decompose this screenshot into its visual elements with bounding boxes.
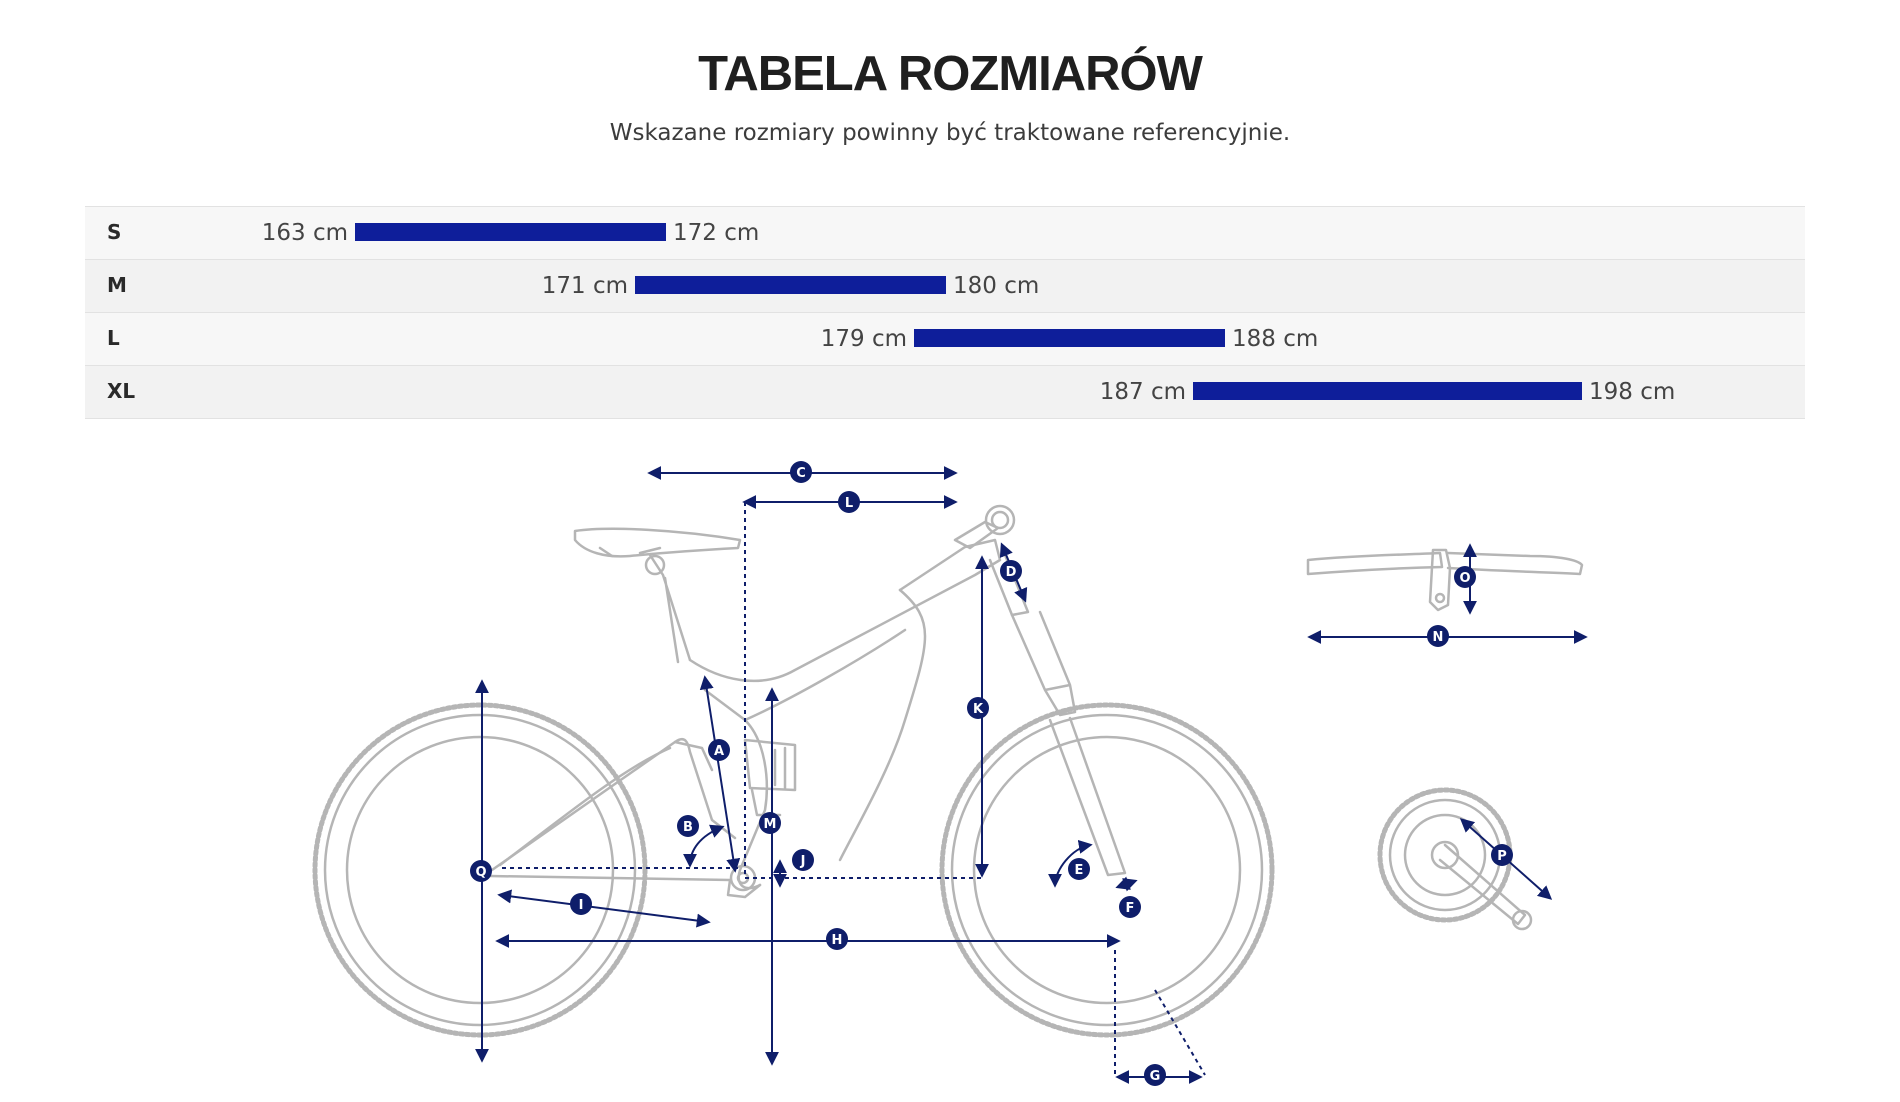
top-tube	[688, 538, 1002, 683]
svg-text:J: J	[800, 854, 806, 869]
label-G: G	[1144, 1064, 1166, 1086]
height-range-bar	[355, 223, 666, 241]
label-P: P	[1491, 844, 1513, 866]
svg-text:C: C	[796, 466, 806, 481]
height-min: 179 cm	[820, 326, 907, 352]
height-min: 163 cm	[261, 220, 348, 246]
height-range-bar	[1193, 382, 1582, 400]
label-J: J	[792, 849, 814, 871]
height-max: 180 cm	[953, 273, 1040, 299]
height-range-bar	[635, 276, 946, 294]
page-subtitle: Wskazane rozmiary powinny być traktowane…	[609, 120, 1291, 146]
height-min: 171 cm	[541, 273, 628, 299]
label-I: I	[570, 893, 592, 915]
label-D: D	[1000, 560, 1022, 582]
rear-shock	[743, 738, 797, 792]
label-O: O	[1454, 566, 1476, 588]
svg-text:B: B	[683, 820, 693, 835]
label-N: N	[1427, 625, 1449, 647]
page-title: TABELA ROZMIARÓW	[698, 47, 1203, 101]
svg-text:A: A	[714, 744, 724, 759]
label-K: K	[967, 697, 989, 719]
fork	[1010, 610, 1127, 877]
saddle	[573, 527, 742, 558]
size-row-xl: XL 187 cm 198 cm	[85, 366, 1805, 419]
svg-text:I: I	[579, 898, 584, 913]
svg-text:G: G	[1150, 1069, 1161, 1084]
svg-text:H: H	[832, 933, 843, 948]
svg-text:F: F	[1126, 901, 1135, 916]
front-tire-inner	[950, 713, 1264, 1027]
svg-text:D: D	[1006, 565, 1017, 580]
label-B: B	[677, 815, 699, 837]
height-range: 171 cm 180 cm	[542, 272, 1040, 300]
svg-text:M: M	[764, 817, 777, 832]
dimension-lines	[475, 466, 1588, 1084]
stem	[953, 520, 1000, 550]
chainstay	[488, 874, 732, 882]
svg-text:E: E	[1075, 863, 1084, 878]
seatpost	[648, 553, 692, 664]
height-range: 179 cm 188 cm	[821, 325, 1319, 353]
front-tire	[939, 702, 1275, 1038]
size-label: L	[107, 326, 120, 350]
height-min: 187 cm	[1099, 379, 1186, 405]
front-rim	[972, 735, 1242, 1005]
size-row-s: S 163 cm 172 cm	[85, 207, 1805, 260]
height-range-bar	[914, 329, 1225, 347]
svg-text:L: L	[845, 496, 853, 511]
svg-text:P: P	[1497, 849, 1507, 864]
size-row-l: L 179 cm 188 cm	[85, 313, 1805, 366]
handlebar-top	[1306, 551, 1444, 576]
dimension-labels: A B C D E F G H I J K L M N O P Q	[470, 461, 1513, 1086]
label-Q: Q	[470, 860, 492, 882]
svg-text:O: O	[1459, 571, 1470, 586]
size-table: S 163 cm 172 cm M 171 cm 180 cm L 179 cm…	[85, 206, 1805, 419]
size-label: XL	[107, 379, 136, 403]
size-row-m: M 171 cm 180 cm	[85, 260, 1805, 313]
svg-text:Q: Q	[475, 865, 486, 880]
label-M: M	[759, 812, 781, 834]
height-max: 172 cm	[673, 220, 760, 246]
svg-text:K: K	[973, 702, 984, 717]
seatstay	[490, 737, 737, 872]
height-max: 198 cm	[1589, 379, 1676, 405]
bike-illustration	[312, 504, 1584, 1038]
height-max: 188 cm	[1232, 326, 1319, 352]
label-C: C	[790, 461, 812, 483]
size-label: M	[107, 273, 127, 297]
label-A: A	[708, 739, 730, 761]
svg-text:N: N	[1433, 630, 1444, 645]
handlebar-end	[984, 504, 1016, 536]
height-range: 187 cm 198 cm	[1100, 378, 1676, 406]
label-E: E	[1068, 858, 1090, 880]
height-range: 163 cm 172 cm	[262, 219, 760, 247]
label-L: L	[838, 491, 860, 513]
label-F: F	[1119, 896, 1141, 918]
label-H: H	[826, 928, 848, 950]
size-label: S	[107, 220, 122, 244]
